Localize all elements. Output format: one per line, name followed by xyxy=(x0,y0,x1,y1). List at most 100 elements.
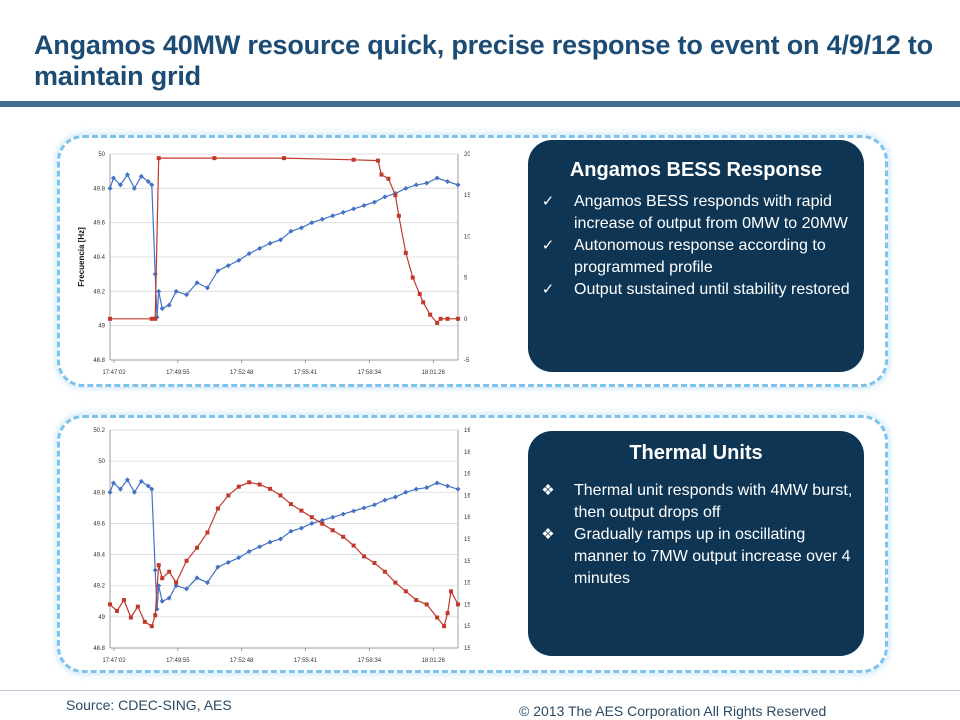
x-tick-label: 17:55:41 xyxy=(294,370,318,376)
y2-tick-label: -5 xyxy=(464,358,470,364)
output-point xyxy=(410,275,415,280)
y2-tick-label: 0 xyxy=(464,317,468,323)
frequency-point xyxy=(215,268,221,274)
x-tick-label: 17:52:48 xyxy=(230,370,254,376)
title-divider xyxy=(0,101,960,107)
frequency-point xyxy=(107,185,113,191)
bess-response-title: Angamos BESS Response xyxy=(569,159,823,181)
output-point xyxy=(330,528,335,533)
frequency-point xyxy=(236,257,242,263)
bess-response-list: ✓ Angamos BESS responds with rapid incre… xyxy=(528,191,864,301)
thermal-frequency-chart: 48.8 49 49.2 49.4 49.6 49.8 50 50.2 154 155 156 157… xyxy=(93,428,470,664)
frequency-point xyxy=(403,489,409,495)
y-tick-label: 49.4 xyxy=(93,255,105,261)
frequency-point xyxy=(257,544,263,550)
frequency-point xyxy=(413,182,419,188)
frequency-point xyxy=(194,280,200,286)
frequency-point xyxy=(288,528,294,534)
output-point xyxy=(379,172,384,177)
frequency-point xyxy=(455,182,461,188)
output-point xyxy=(362,554,367,559)
frequency-point xyxy=(131,489,137,495)
output-point xyxy=(156,563,161,568)
thermal-units-item: ❖ Gradually ramps up in oscillating mann… xyxy=(528,524,864,590)
frequency-point xyxy=(434,175,440,181)
y-tick-label: 48.8 xyxy=(93,358,105,364)
output-point xyxy=(160,576,165,581)
frequency-point xyxy=(382,497,388,503)
frequency-point xyxy=(361,203,367,208)
frequency-point xyxy=(424,180,430,186)
frequency-point xyxy=(159,306,165,311)
thermal-units-item: ❖ Thermal unit responds with 4MW burst, … xyxy=(528,480,864,524)
output-point xyxy=(403,589,408,594)
y2-tick-label: 157 xyxy=(464,581,470,587)
frequency-point xyxy=(166,595,172,601)
frequency-point xyxy=(124,172,130,178)
y-tick-label: 48.8 xyxy=(93,646,105,652)
y2-tick-label: 158 xyxy=(464,559,470,565)
frequency-point xyxy=(371,199,377,205)
frequency-point xyxy=(152,567,158,573)
frequency-point xyxy=(184,586,190,592)
frequency-point xyxy=(138,173,144,179)
frequency-point xyxy=(267,240,273,246)
frequency-point xyxy=(215,564,221,570)
frequency-point xyxy=(204,285,210,291)
diamond-bullet-icon: ❖ xyxy=(541,526,555,543)
output-point xyxy=(205,530,210,535)
bess-response-item: ✓ Output sustained until stability resto… xyxy=(528,279,864,301)
frequency-point xyxy=(117,486,123,492)
frequency-point xyxy=(145,178,151,184)
frequency-point xyxy=(267,539,273,545)
output-point xyxy=(184,558,189,563)
output-point xyxy=(414,598,419,603)
x-tick-label: 17:47:02 xyxy=(102,658,126,664)
frequency-point xyxy=(309,520,315,526)
x-tick-label: 17:47:02 xyxy=(102,370,126,376)
frequency-point xyxy=(382,194,388,200)
y2-tick-label: 154 xyxy=(464,646,470,652)
frequency-point xyxy=(319,216,325,222)
thermal-units-box: Thermal Units ❖ Thermal unit responds wi… xyxy=(528,431,864,656)
output-point xyxy=(445,316,450,321)
frequency-point xyxy=(392,494,398,500)
frequency-point xyxy=(194,575,200,581)
y2-tick-label: 20 xyxy=(464,152,470,158)
x-tick-label: 18:01:26 xyxy=(422,370,446,376)
y-tick-label: 49 xyxy=(98,615,105,621)
slide-title: Angamos 40MW resource quick, precise res… xyxy=(34,30,933,91)
output-point xyxy=(149,624,154,629)
output-point xyxy=(282,156,286,161)
bess-frequency-chart: 48.8 49 49.2 49.4 49.6 49.8 50 -5 0 5 10 15 20 17:47:… xyxy=(77,152,470,376)
output-point xyxy=(421,300,426,305)
thermal-units-list: ❖ Thermal unit responds with 4MW burst, … xyxy=(528,480,864,590)
footer-divider xyxy=(0,690,960,691)
output-point xyxy=(375,158,380,163)
output-point xyxy=(309,515,314,520)
y-tick-label: 49.8 xyxy=(93,186,105,192)
frequency-point xyxy=(173,288,179,294)
output-point xyxy=(351,543,356,548)
output-line xyxy=(110,157,458,324)
output-point xyxy=(268,486,273,491)
frequency-point xyxy=(204,580,210,586)
output-point xyxy=(153,316,158,321)
output-point xyxy=(351,157,356,162)
x-tick-label: 17:58:34 xyxy=(358,658,382,664)
output-point xyxy=(449,589,454,594)
frequency-point xyxy=(445,483,451,489)
output-point xyxy=(135,604,140,609)
thermal-units-item-text: Gradually ramps up in oscillating manner… xyxy=(574,526,851,587)
frequency-point xyxy=(298,525,304,531)
output-point xyxy=(278,493,283,498)
y2-tick-label: 5 xyxy=(464,276,468,282)
frequency-point xyxy=(361,505,367,511)
frequency-point xyxy=(225,559,231,565)
output-point xyxy=(142,619,147,624)
frequency-point xyxy=(413,486,419,492)
y2-tick-label: 10 xyxy=(464,234,470,240)
frequency-point xyxy=(371,502,377,508)
frequency-point xyxy=(434,480,440,486)
output-point xyxy=(442,624,447,629)
